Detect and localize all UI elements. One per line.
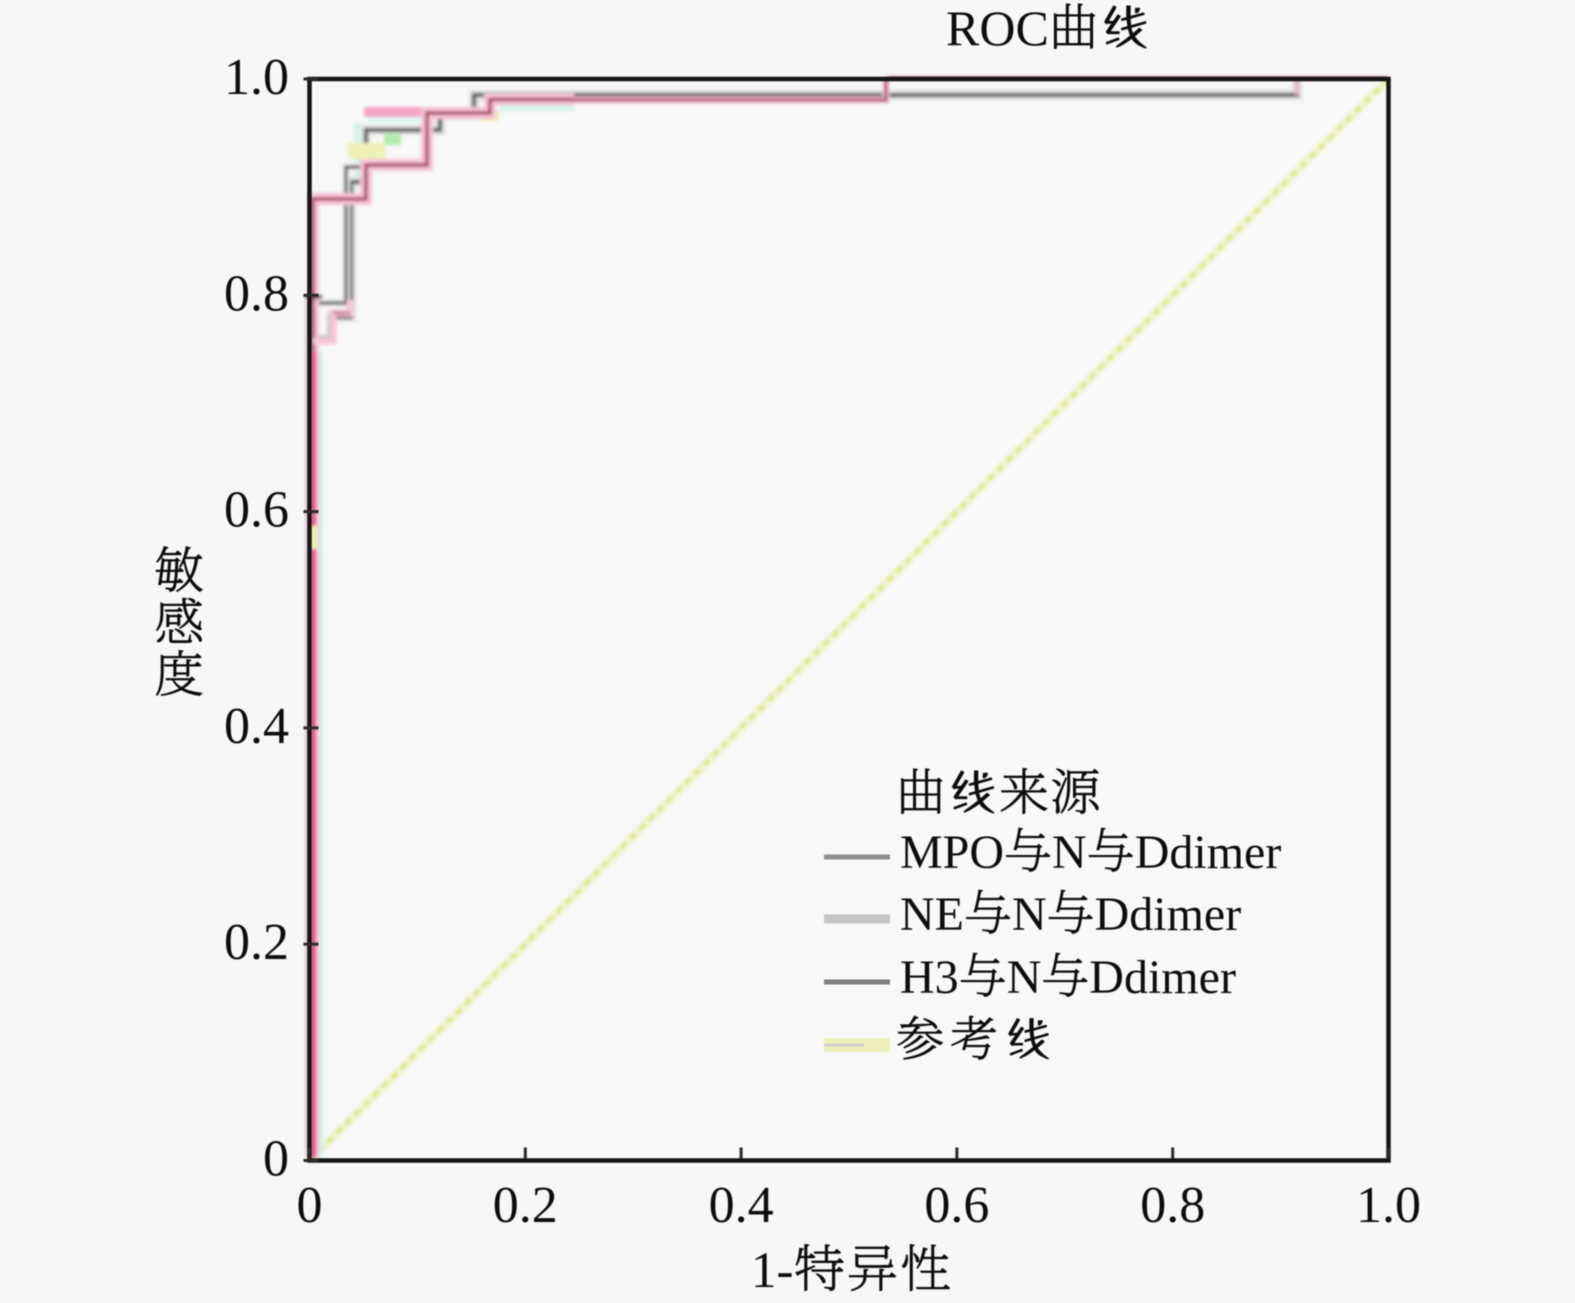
svg-text:1-: 1- [751, 1243, 793, 1299]
svg-text:N: N [1052, 826, 1087, 879]
svg-text:0.2: 0.2 [493, 1177, 558, 1234]
svg-text:Ddimer: Ddimer [1135, 826, 1282, 879]
svg-text:Ddimer: Ddimer [1089, 951, 1236, 1004]
svg-text:Ddimer: Ddimer [1095, 888, 1242, 941]
svg-text:0: 0 [263, 1131, 289, 1188]
svg-text:0.8: 0.8 [224, 265, 289, 322]
svg-text:0.6: 0.6 [224, 482, 289, 539]
svg-text:1.0: 1.0 [224, 49, 289, 106]
svg-text:NE: NE [900, 888, 964, 941]
svg-text:0: 0 [297, 1177, 323, 1234]
svg-text:N: N [1012, 888, 1047, 941]
svg-text:0.2: 0.2 [224, 914, 289, 971]
svg-text:ROC: ROC [946, 0, 1049, 56]
svg-text:H3: H3 [900, 951, 959, 1004]
svg-text:MPO: MPO [900, 826, 1004, 879]
svg-text:0.8: 0.8 [1140, 1177, 1205, 1234]
svg-text:0.4: 0.4 [224, 698, 289, 755]
svg-text:N: N [1007, 951, 1042, 1004]
svg-text:0.4: 0.4 [709, 1177, 774, 1234]
svg-text:0.6: 0.6 [924, 1177, 989, 1234]
svg-text:1.0: 1.0 [1356, 1177, 1421, 1234]
